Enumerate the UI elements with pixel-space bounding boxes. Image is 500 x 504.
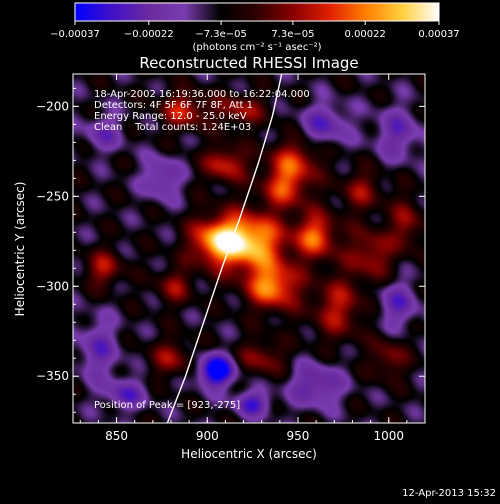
y-tick-label: −300 [36, 279, 69, 293]
annotation-peak-position: Position of Peak = [923,-275] [94, 400, 240, 411]
y-tick-label: −200 [36, 99, 69, 113]
colorbar [74, 2, 440, 22]
footer-timestamp: 12-Apr-2013 15:32 [402, 488, 496, 499]
x-axis: 850 900 950 1000 [79, 74, 426, 443]
y-tick-label: −350 [36, 369, 69, 383]
chart-title: Reconstructed RHESSI Image [139, 54, 358, 72]
colorbar-tick-label: 0.00037 [418, 29, 459, 40]
colorbar-tick-label: −7.3e−05 [195, 29, 247, 40]
x-tick-label: 950 [287, 429, 310, 443]
x-axis-label: Heliocentric X (arcsec) [181, 447, 317, 461]
colorbar-tick-label: 7.3e−05 [271, 29, 314, 40]
colorbar-ticks: −0.00037 −0.00022 −7.3e−05 7.3e−05 0.00022 0.… [50, 21, 460, 40]
colorbar-tick-label: −0.00022 [124, 29, 174, 40]
solar-limb-curve [166, 74, 283, 423]
plot-frame [72, 73, 426, 424]
y-tick-label: −250 [36, 189, 69, 203]
colorbar-tick-label: −0.00037 [50, 29, 100, 40]
annotation-energy-range: Energy Range: 12.0 - 25.0 keV [94, 111, 247, 122]
y-axis: −200 −250 −300 −350 [36, 87, 425, 413]
x-tick-label: 850 [105, 429, 128, 443]
annotation-detectors: Detectors: 4F 5F 6F 7F 8F, Att 1 [94, 100, 253, 111]
colorbar-unit-label: (photons cm⁻² s⁻¹ asec⁻²) [192, 42, 321, 53]
x-tick-label: 900 [196, 429, 219, 443]
heatmap-image [73, 74, 425, 423]
annotation-clean-counts: Clean Total counts: 1.24E+03 [94, 122, 251, 133]
annotation-time-range: 18-Apr-2002 16:19:36.000 to 16:22:04.000 [94, 89, 310, 100]
x-tick-label: 1000 [373, 429, 404, 443]
y-axis-label: Heliocentric Y (arcsec) [13, 182, 27, 317]
colorbar-tick-label: 0.00022 [345, 29, 386, 40]
